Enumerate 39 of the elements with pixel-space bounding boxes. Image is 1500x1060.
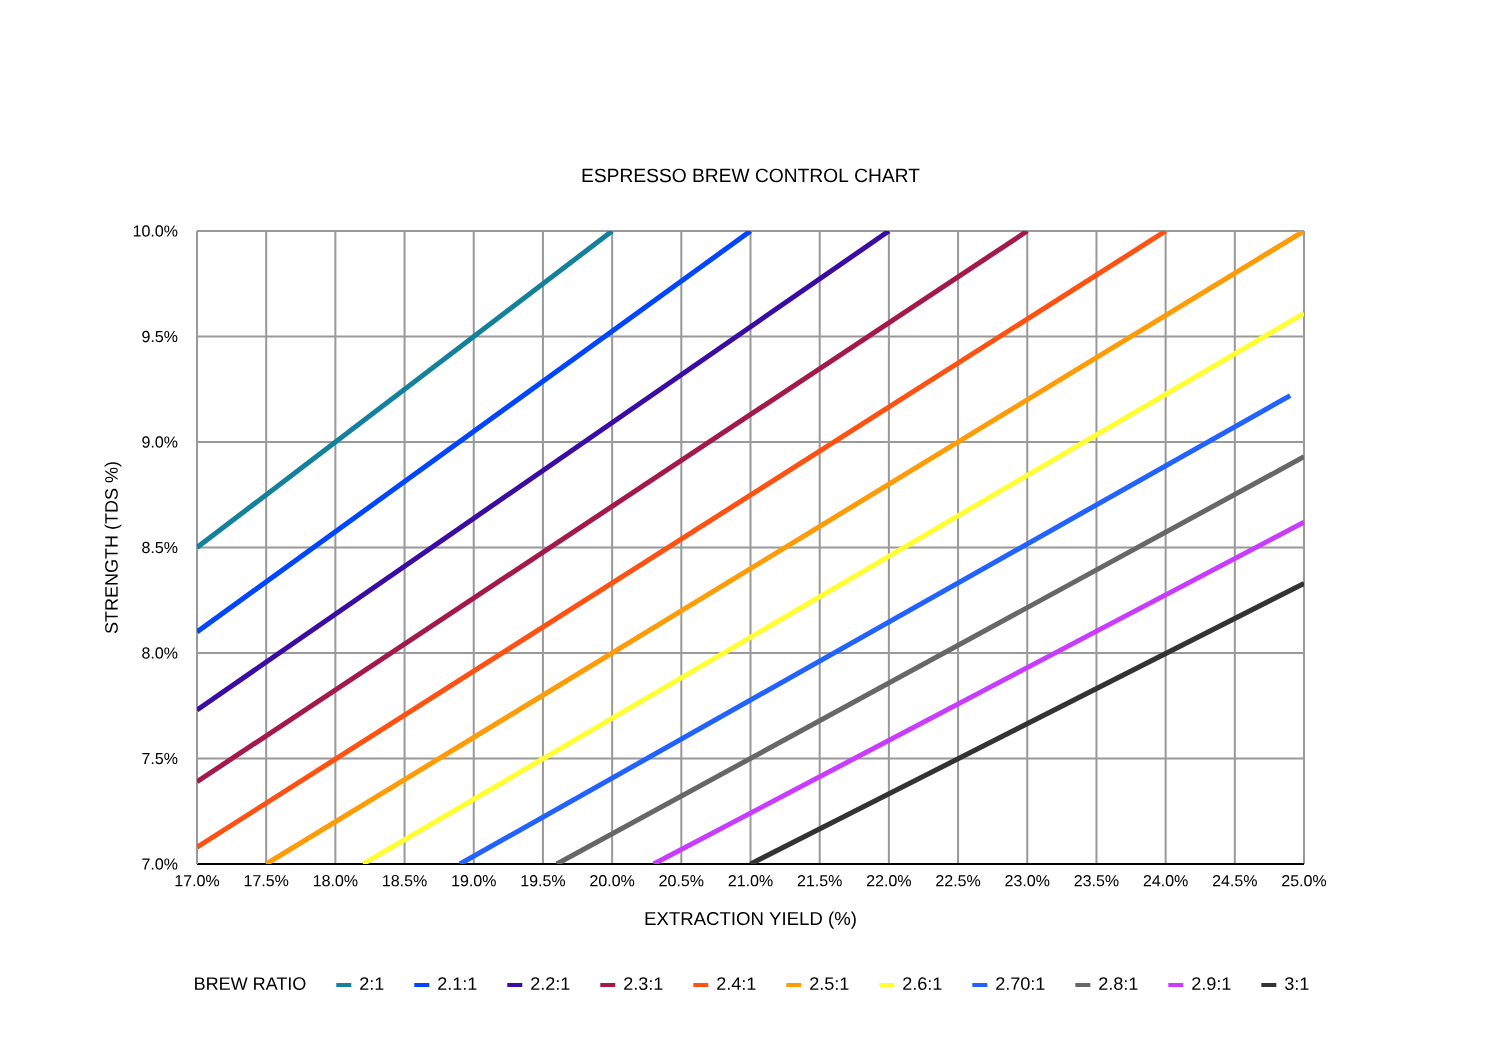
y-tick-label: 7.0% xyxy=(142,858,178,870)
legend-label: 2.2:1 xyxy=(531,977,570,990)
legend-label: 2.4:1 xyxy=(717,977,756,990)
legend-label: 3:1 xyxy=(1285,977,1309,990)
x-axis-title: EXTRACTION YIELD (%) xyxy=(645,911,856,929)
y-tick-label: 10.0% xyxy=(133,225,178,237)
legend-label: 2.8:1 xyxy=(1099,977,1138,990)
y-axis-title: STRENGTH (TDS %) xyxy=(104,462,122,634)
x-tick-label: 22.5% xyxy=(936,875,981,887)
legend-label: 2.70:1 xyxy=(996,977,1045,990)
x-tick-label: 21.0% xyxy=(728,875,773,887)
y-tick-label: 9.0% xyxy=(142,436,178,448)
legend-label: 2.9:1 xyxy=(1192,977,1231,990)
x-tick-label: 25.0% xyxy=(1282,875,1327,887)
x-tick-label: 20.5% xyxy=(659,875,704,887)
y-tick-label: 8.5% xyxy=(142,541,178,554)
chart-title: ESPRESSO BREW CONTROL CHART xyxy=(582,168,920,183)
x-tick-label: 22.0% xyxy=(867,875,911,887)
legend-label: 2.5:1 xyxy=(810,977,849,990)
legend-label: 2.6:1 xyxy=(903,977,942,990)
legend-label: 2.1:1 xyxy=(438,977,477,990)
x-tick-label: 20.0% xyxy=(590,875,635,887)
y-tick-label: 7.5% xyxy=(142,752,178,765)
legend-title: BREW RATIO xyxy=(195,977,306,990)
x-tick-label: 17.0% xyxy=(175,875,220,887)
x-tick-label: 24.0% xyxy=(1143,875,1188,887)
y-tick-label: 8.0% xyxy=(142,647,178,659)
x-tick-label: 19.5% xyxy=(521,875,566,887)
x-tick-label: 21.5% xyxy=(797,875,842,887)
legend-label: 2.3:1 xyxy=(624,977,663,990)
legend-label: 2:1 xyxy=(360,977,384,990)
x-tick-label: 23.0% xyxy=(1005,875,1050,887)
x-tick-label: 24.5% xyxy=(1212,875,1257,887)
x-tick-label: 18.0% xyxy=(313,875,358,887)
x-tick-label: 19.0% xyxy=(452,875,496,887)
x-tick-label: 17.5% xyxy=(244,875,289,887)
x-tick-label: 23.5% xyxy=(1074,875,1119,887)
x-tick-label: 18.5% xyxy=(383,875,427,887)
y-tick-label: 9.5% xyxy=(142,330,178,343)
